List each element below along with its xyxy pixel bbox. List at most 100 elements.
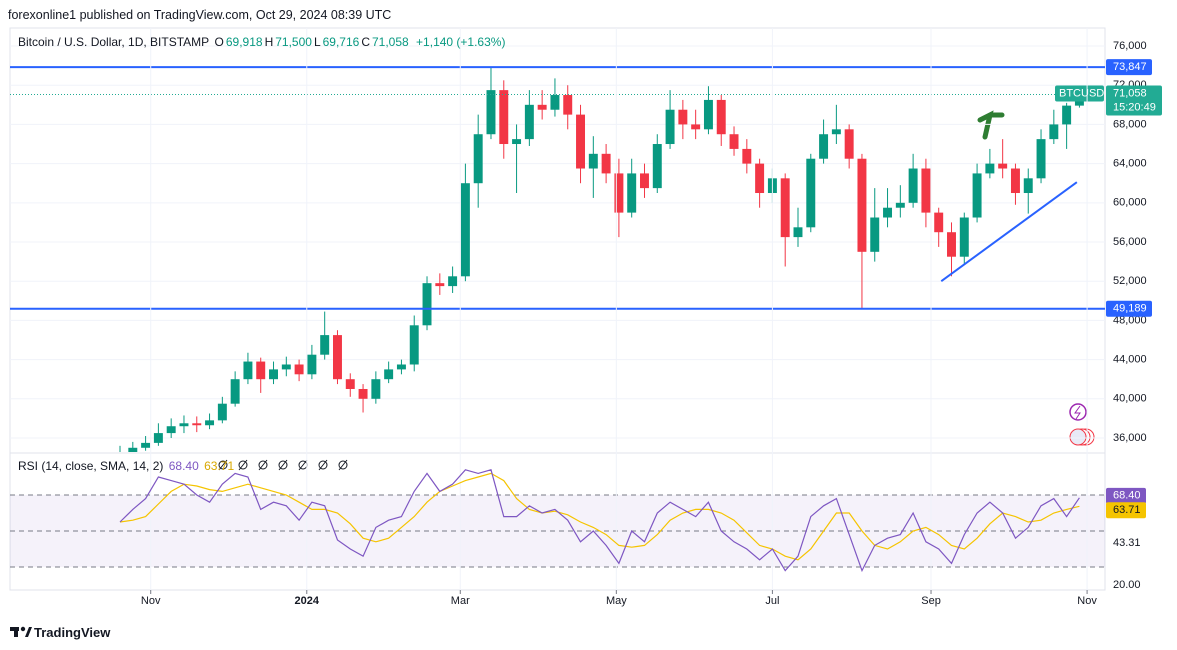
candle-body [358,388,368,399]
y-tick-label: 20.00 [1113,579,1141,591]
candle-body [473,134,483,184]
candle-body [665,109,675,145]
candle-body [1010,168,1020,194]
event-icon [1074,405,1081,420]
candle-body [588,153,598,169]
candle-body [703,99,713,130]
countdown-label: 15:20:49 [1113,101,1156,113]
ohlc-label: H [264,35,274,49]
candle-body [384,369,394,380]
candle-body [409,325,419,365]
value-tag-label: 63.71 [1113,504,1141,516]
change: +1,140 (+1.63%) [416,35,506,49]
ohlc-value: 71,500 [275,35,312,49]
level-label: 49,189 [1113,303,1147,315]
candle-body [1036,139,1046,179]
candle-body [755,163,765,194]
candle-body [205,420,215,426]
candle-body [614,173,624,213]
event-icon [1069,428,1087,446]
x-tick-label: Nov [141,595,161,607]
rsi-value: 68.40 [168,459,199,473]
candle-body [601,153,611,174]
event-icon [1069,403,1087,421]
y-tick-label: 52,000 [1113,275,1147,287]
candle-body [806,158,816,228]
candle-body [998,163,1008,169]
candle-body [972,173,982,218]
candle-body [819,134,829,159]
x-tick-label: Nov [1077,595,1097,607]
candle-body [947,232,956,257]
y-tick-label: 36,000 [1113,432,1147,444]
candle-body [895,202,905,208]
candle-body [230,379,240,404]
y-tick-label: 76,000 [1113,40,1147,52]
candle-body [883,207,893,218]
x-tick-label: 2024 [295,595,320,607]
candle-body [281,364,291,370]
symbol: Bitcoin / U.S. Dollar, 1D, BITSTAMP [18,35,210,49]
candle-body [959,217,969,257]
candle-body [780,178,790,238]
candle-body [217,403,227,421]
ohlc-label: L [313,35,321,49]
candle-body [729,134,739,149]
ohlc-value: 69,716 [322,35,360,49]
candle-body [512,139,522,145]
rsi-lines [119,469,1080,573]
sma-value: 63.71 [204,459,235,473]
ohlc-value: 71,058 [372,35,409,49]
price-label: 71,058 [1113,87,1147,99]
candle-body [166,426,176,434]
trendline [940,181,1078,283]
candle-body [652,144,662,189]
candle-body [831,129,841,135]
rsi-legend: RSI (14, close, SMA, 14, 2) 68.40 63.71 [18,459,236,473]
value-tag-label: 68.40 [1113,490,1141,502]
candle-body [499,90,509,145]
level-tag [1106,59,1152,76]
y-tick-label: 64,000 [1113,158,1147,170]
y-tick-label: 44,000 [1113,354,1147,366]
candle-body [793,227,803,238]
candle-body [678,109,688,125]
candle-body [640,173,649,189]
candle-body [153,433,163,443]
candle-body [435,283,445,287]
y-tick-label: 60,000 [1113,197,1147,209]
candle-body [192,423,202,426]
candle-body [716,99,726,135]
candle-body [422,283,432,326]
x-tick-label: May [606,595,627,607]
candle-body [320,335,330,355]
candle-body [844,129,854,159]
candle-body [1049,124,1059,140]
rsi-title: RSI (14, close, SMA, 14, 2) [18,459,164,473]
candle-body [908,168,918,203]
level-label: 73,847 [1113,61,1147,73]
candle-body [934,212,944,233]
candle-body [448,276,458,287]
price-tag [1106,85,1162,116]
candle-body [345,379,355,389]
candle-body [294,364,304,375]
y-tick-label: 43.31 [1113,537,1141,549]
candle-body [243,361,253,380]
symbol-tag [1055,85,1104,102]
candle-body [332,335,342,380]
candle-body [742,148,752,164]
candle-body [563,95,573,115]
candle-body [1062,105,1072,125]
candle-body [128,447,138,452]
candle-body [269,369,278,380]
x-tick-label: Mar [451,595,470,607]
candle-body [396,364,406,370]
x-tick-label: Jul [765,595,779,607]
indicator-icons [218,459,348,471]
candle-body [371,379,381,399]
symbol-legend: Bitcoin / U.S. Dollar, 1D, BITSTAMP O 69,… [18,35,507,49]
sma-line [119,472,1080,561]
